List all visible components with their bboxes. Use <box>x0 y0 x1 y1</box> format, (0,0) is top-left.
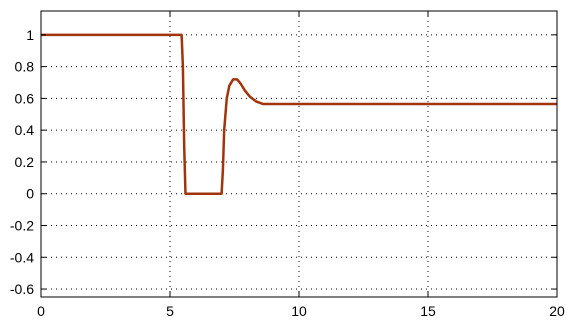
y-tick-label: 0 <box>26 186 34 202</box>
y-tick-label: 0.6 <box>15 90 35 106</box>
tick-marks <box>40 11 558 297</box>
plot-area-border <box>40 10 558 298</box>
x-tick-label: 20 <box>549 303 565 319</box>
x-tick-labels: 0 5 10 15 20 <box>37 303 565 319</box>
y-tick-label: -0.4 <box>10 249 34 265</box>
x-tick-label: 0 <box>37 303 45 319</box>
x-tick-label: 5 <box>166 303 174 319</box>
x-tick-label: 10 <box>291 303 307 319</box>
y-tick-labels: 1 0.8 0.6 0.4 0.2 0 -0.2 -0.4 -0.6 <box>10 27 34 297</box>
series-line <box>41 33 557 195</box>
y-tick-label: 0.2 <box>15 154 35 170</box>
y-tick-label: -0.6 <box>10 281 34 297</box>
y-tick-label: 0.8 <box>15 59 35 75</box>
grid-lines <box>41 11 557 297</box>
series-group <box>41 33 557 195</box>
y-tick-label: 1 <box>26 27 34 43</box>
y-tick-label: -0.2 <box>10 218 34 234</box>
y-tick-label: 0.4 <box>15 122 35 138</box>
x-tick-label: 15 <box>420 303 436 319</box>
